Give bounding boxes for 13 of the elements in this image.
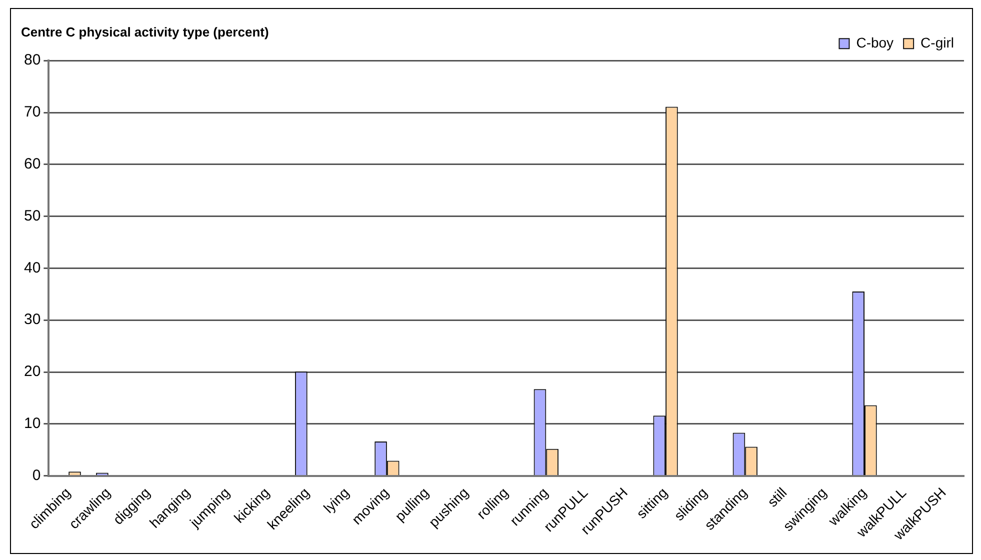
legend-label: C-boy	[856, 34, 894, 50]
y-tick-label: 50	[24, 207, 41, 224]
y-tick-label: 40	[24, 259, 41, 276]
chart-title: Centre C physical activity type (percent)	[21, 24, 269, 40]
y-tick-label: 20	[24, 363, 41, 380]
y-tick-label: 30	[24, 311, 41, 328]
y-tick-label: 70	[24, 104, 41, 121]
legend-label: C-girl	[920, 34, 954, 50]
y-tick-label: 80	[24, 52, 41, 69]
y-tick-label: 60	[24, 156, 41, 173]
y-tick-label: 0	[32, 466, 41, 484]
x-tick-label: still	[764, 484, 790, 510]
y-tick-label: 10	[24, 415, 41, 432]
